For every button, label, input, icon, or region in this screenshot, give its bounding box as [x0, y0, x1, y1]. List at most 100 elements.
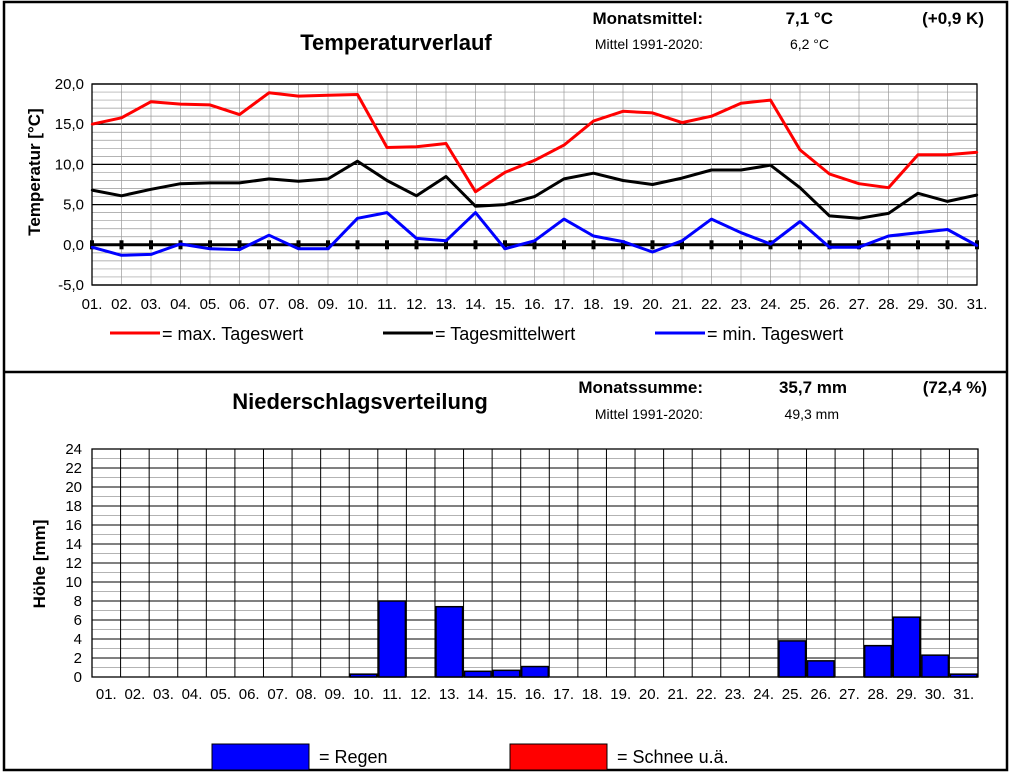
mean-series-point [297, 180, 300, 183]
min-series-point [267, 233, 271, 237]
precip-x-tick-label: 03. [153, 686, 174, 703]
temperature-x-tick-label: 12. [406, 296, 427, 313]
temperature-zero-tick [650, 240, 655, 250]
mean-series-point [208, 181, 212, 185]
mean-series-point [562, 177, 566, 181]
max-series-point [238, 113, 241, 116]
precip-y-tick-label: 18 [65, 498, 82, 515]
precip-x-tick-label: 10. [353, 686, 374, 703]
min-series-point [680, 239, 684, 242]
temperature-x-tick-label: 31. [967, 296, 988, 313]
mean-series-point [267, 177, 271, 181]
max-series-point [297, 94, 300, 98]
precip-x-tick-label: 04. [182, 686, 203, 703]
temperature-zero-tick [237, 240, 242, 250]
min-series-point [975, 244, 979, 247]
mean-series-point [444, 175, 448, 178]
rain-bar [435, 605, 464, 678]
temperature-zero-tick [473, 240, 478, 250]
mean-series-point [474, 205, 477, 208]
precip-percent: (72,4 %) [923, 378, 987, 397]
precip-x-tick-label: 12. [410, 686, 431, 703]
mean-series-point [533, 195, 536, 198]
precip-x-tick-label: 19. [610, 686, 631, 703]
temperature-zero-tick [267, 240, 271, 250]
precip-x-tick-label: 20. [639, 686, 660, 703]
rain-bar [949, 673, 978, 678]
legend-rain-swatch [211, 743, 310, 771]
precip-y-tick-label: 2 [74, 650, 82, 667]
mean-series-point [503, 203, 507, 206]
max-series-point [149, 100, 153, 103]
precip-x-tick-label: 22. [696, 686, 717, 703]
precip-y-tick-label: 8 [74, 593, 82, 610]
temperature-zero-tick [532, 240, 537, 250]
temperature-x-tick-label: 18. [583, 296, 604, 313]
temperature-y-tick-label: -5,0 [58, 277, 84, 294]
max-series-point [179, 102, 182, 106]
precip-y-axis-label: Höhe [mm] [30, 520, 49, 609]
precip-y-tick-label: 6 [74, 612, 82, 629]
precip-y-tick-label: 14 [65, 536, 82, 553]
temperature-zero-tick [621, 240, 625, 250]
mean-series-point [946, 200, 949, 203]
temperature-zero-tick [296, 240, 301, 250]
precip-x-tick-label: 08. [296, 686, 317, 703]
temperature-axis: -5,0 0,0 5,0 10,0 15,0 20,0 01. 02. 03. 04. 05. 06.… [55, 76, 988, 313]
max-series-point [326, 94, 330, 97]
mean-series-point [680, 176, 684, 180]
temperature-x-tick-label: 13. [436, 296, 457, 313]
min-series-point [916, 231, 920, 234]
precip-bars [349, 600, 978, 678]
precip-x-tick-label: 23. [725, 686, 746, 703]
max-series-point [592, 119, 595, 123]
min-series-point [651, 250, 654, 254]
temperature-zero-tick [739, 240, 743, 250]
precip-x-tick-label: 27. [839, 686, 860, 703]
precip-y-tick-label: 10 [65, 574, 82, 591]
max-series-point [120, 116, 123, 119]
precip-x-tick-label: 14. [467, 686, 488, 703]
temperature-zero-tick [208, 240, 212, 250]
mean-series-point [887, 212, 890, 215]
precip-x-tick-label: 28. [868, 686, 889, 703]
rain-bar [921, 654, 950, 678]
precip-y-tick-label: 12 [65, 555, 82, 572]
precip-y-tick-label: 0 [74, 669, 82, 686]
min-series-point [562, 217, 566, 221]
temperature-x-tick-label: 24. [760, 296, 781, 313]
temperature-x-tick-label: 01. [82, 296, 103, 313]
min-series-point [769, 242, 772, 246]
precip-x-tick-label: 06. [239, 686, 260, 703]
min-series-point [415, 237, 418, 240]
precip-x-tick-label: 11. [382, 686, 402, 703]
max-series-point [651, 111, 654, 115]
temperature-title: Temperaturverlauf [300, 30, 492, 55]
mean-series-point [149, 188, 153, 191]
temperature-y-tick-label: 10,0 [55, 156, 84, 173]
min-series-point [621, 240, 625, 243]
temperature-grid [90, 83, 979, 286]
temperature-x-tick-label: 21. [672, 296, 693, 313]
temperature-x-tick-label: 06. [229, 296, 250, 313]
mean-series-point [710, 168, 713, 172]
temperature-x-tick-label: 23. [731, 296, 752, 313]
precip-x-tick-label: 18. [582, 686, 603, 703]
min-series-point [710, 217, 713, 221]
temperature-y-axis-label: Temperatur [°C] [25, 108, 44, 235]
temperature-plot-border [91, 83, 978, 286]
min-series-point [798, 220, 802, 223]
max-series-point [857, 182, 861, 185]
temperature-zero-tick [886, 240, 891, 250]
temperature-x-tick-label: 05. [200, 296, 221, 313]
temperature-y-tick-label: 15,0 [55, 116, 84, 133]
temperature-x-tick-label: 27. [849, 296, 870, 313]
temperature-zero-tick [857, 240, 861, 250]
temperature-x-tick-label: 15. [495, 296, 516, 313]
min-series-point [208, 247, 212, 251]
mean-series-point [356, 159, 359, 163]
max-series-point [90, 123, 94, 126]
mean-series-point [651, 183, 654, 186]
